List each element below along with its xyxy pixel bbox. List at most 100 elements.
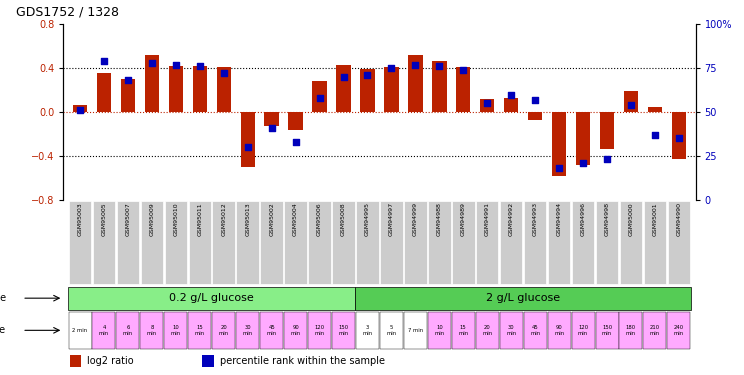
Text: 45
min: 45 min (266, 325, 277, 336)
Text: GSM94988: GSM94988 (437, 202, 442, 236)
Text: GSM94996: GSM94996 (580, 202, 586, 236)
Bar (408, 55, 423, 112)
Text: 45
min: 45 min (530, 325, 540, 336)
FancyBboxPatch shape (117, 201, 139, 284)
Text: GSM94995: GSM94995 (365, 202, 370, 236)
FancyBboxPatch shape (428, 201, 451, 284)
FancyBboxPatch shape (141, 201, 163, 284)
Bar (360, 69, 375, 112)
Text: GSM95002: GSM95002 (269, 202, 274, 236)
Point (601, 156, 613, 162)
FancyBboxPatch shape (380, 312, 403, 349)
Text: GSM94993: GSM94993 (533, 202, 538, 237)
Text: 180
min: 180 min (626, 325, 636, 336)
Bar (623, 91, 638, 112)
Point (98, 58, 110, 64)
Bar (672, 112, 686, 159)
FancyBboxPatch shape (524, 201, 546, 284)
FancyBboxPatch shape (260, 201, 283, 284)
FancyBboxPatch shape (476, 201, 498, 284)
Text: GDS1752 / 1328: GDS1752 / 1328 (16, 5, 119, 18)
Text: GSM95008: GSM95008 (341, 202, 346, 236)
FancyBboxPatch shape (380, 201, 403, 284)
FancyBboxPatch shape (667, 312, 690, 349)
Text: GSM94994: GSM94994 (557, 202, 562, 237)
Text: GSM94991: GSM94991 (485, 202, 490, 236)
Text: percentile rank within the sample: percentile rank within the sample (220, 356, 385, 366)
Bar (121, 79, 135, 112)
FancyBboxPatch shape (237, 201, 259, 284)
FancyBboxPatch shape (213, 201, 235, 284)
Text: GSM95012: GSM95012 (221, 202, 226, 236)
Bar (73, 105, 87, 112)
FancyBboxPatch shape (164, 201, 187, 284)
Point (529, 97, 541, 103)
Bar (336, 65, 350, 112)
FancyBboxPatch shape (68, 287, 356, 310)
Text: 120
min: 120 min (315, 325, 324, 336)
Bar (456, 67, 470, 112)
FancyBboxPatch shape (333, 201, 355, 284)
Text: GSM94989: GSM94989 (461, 202, 466, 236)
Text: 0.2 g/L glucose: 0.2 g/L glucose (170, 292, 254, 303)
Text: 6
min: 6 min (123, 325, 133, 336)
FancyBboxPatch shape (308, 201, 331, 284)
Bar (144, 55, 159, 112)
Text: 20
min: 20 min (219, 325, 229, 336)
FancyBboxPatch shape (356, 287, 691, 310)
Point (314, 95, 326, 101)
Text: 210
min: 210 min (650, 325, 660, 336)
Bar (432, 60, 446, 112)
Point (194, 63, 206, 69)
FancyBboxPatch shape (284, 201, 307, 284)
Point (362, 72, 373, 78)
FancyBboxPatch shape (596, 201, 618, 284)
Text: dose: dose (0, 292, 7, 303)
FancyBboxPatch shape (572, 201, 594, 284)
Text: 4
min: 4 min (99, 325, 109, 336)
FancyBboxPatch shape (667, 201, 690, 284)
FancyBboxPatch shape (356, 201, 379, 284)
FancyBboxPatch shape (548, 312, 571, 349)
FancyBboxPatch shape (595, 312, 618, 349)
FancyBboxPatch shape (260, 312, 283, 349)
Text: GSM94998: GSM94998 (605, 202, 609, 236)
Point (433, 63, 445, 69)
Point (577, 160, 589, 166)
Text: GSM95005: GSM95005 (101, 202, 106, 236)
Text: 2 min: 2 min (72, 328, 88, 333)
Text: 5
min: 5 min (386, 325, 397, 336)
Point (649, 132, 661, 138)
Text: 15
min: 15 min (195, 325, 205, 336)
Text: 8
min: 8 min (147, 325, 157, 336)
Text: GSM94999: GSM94999 (413, 202, 418, 237)
FancyBboxPatch shape (452, 312, 475, 349)
Text: 20
min: 20 min (482, 325, 493, 336)
Point (242, 144, 254, 150)
Bar (264, 112, 279, 126)
FancyBboxPatch shape (404, 201, 426, 284)
FancyBboxPatch shape (620, 201, 642, 284)
Text: 10
min: 10 min (171, 325, 181, 336)
Text: 10
min: 10 min (434, 325, 444, 336)
Point (409, 62, 421, 68)
FancyBboxPatch shape (524, 312, 547, 349)
Bar (193, 66, 207, 112)
Text: GSM95000: GSM95000 (629, 202, 633, 236)
Point (553, 165, 565, 171)
FancyBboxPatch shape (116, 312, 139, 349)
FancyBboxPatch shape (620, 312, 643, 349)
Text: 120
min: 120 min (578, 325, 588, 336)
Point (146, 60, 158, 66)
Point (289, 139, 301, 145)
Text: GSM95001: GSM95001 (652, 202, 658, 236)
Point (458, 67, 469, 73)
Text: GSM95006: GSM95006 (317, 202, 322, 236)
Point (170, 62, 182, 68)
Point (338, 74, 350, 80)
FancyBboxPatch shape (236, 312, 259, 349)
FancyBboxPatch shape (92, 312, 115, 349)
Text: GSM94992: GSM94992 (509, 202, 513, 237)
FancyBboxPatch shape (284, 312, 307, 349)
FancyBboxPatch shape (188, 312, 211, 349)
